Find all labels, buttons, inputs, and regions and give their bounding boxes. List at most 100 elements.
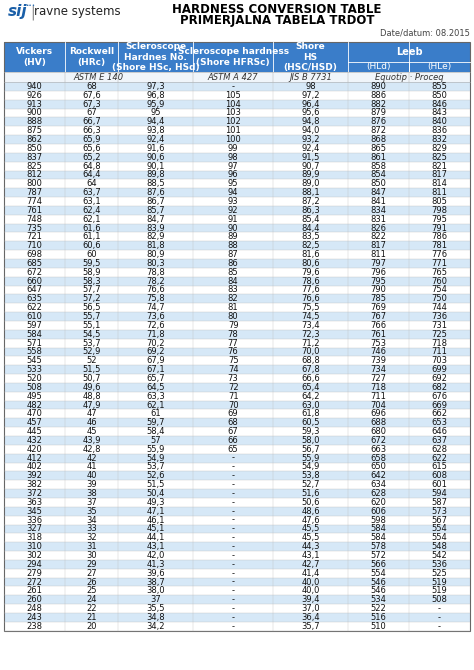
Text: 660: 660 bbox=[27, 277, 43, 285]
Text: 88,5: 88,5 bbox=[146, 180, 165, 188]
Bar bbox=[65, 604, 118, 613]
Bar bbox=[348, 348, 409, 356]
Bar bbox=[273, 197, 348, 206]
Text: 67,8: 67,8 bbox=[301, 365, 320, 374]
Bar bbox=[118, 507, 193, 516]
Text: 566: 566 bbox=[371, 560, 387, 569]
Text: 44,1: 44,1 bbox=[146, 533, 165, 542]
Bar bbox=[193, 153, 273, 161]
Bar bbox=[348, 180, 409, 188]
Text: 94,4: 94,4 bbox=[146, 117, 165, 127]
Bar bbox=[193, 542, 273, 551]
Text: 646: 646 bbox=[431, 427, 447, 436]
Text: 841: 841 bbox=[371, 197, 387, 206]
Bar bbox=[4, 250, 65, 259]
Bar bbox=[409, 241, 470, 250]
Text: 75,5: 75,5 bbox=[301, 303, 320, 312]
Bar bbox=[65, 170, 118, 180]
Text: 55,1: 55,1 bbox=[82, 321, 100, 330]
Text: 105: 105 bbox=[225, 90, 241, 100]
Text: 55,9: 55,9 bbox=[146, 445, 165, 454]
Bar bbox=[118, 294, 193, 304]
Text: 54,9: 54,9 bbox=[146, 454, 165, 462]
Bar bbox=[193, 312, 273, 321]
Bar bbox=[273, 409, 348, 418]
Text: 42: 42 bbox=[86, 454, 97, 462]
Bar bbox=[118, 613, 193, 622]
Bar bbox=[193, 374, 273, 383]
Bar bbox=[4, 215, 65, 224]
Text: 45,1: 45,1 bbox=[146, 525, 165, 533]
Text: 796: 796 bbox=[371, 268, 387, 277]
Text: 68: 68 bbox=[228, 418, 238, 427]
Bar bbox=[193, 525, 273, 533]
Bar bbox=[409, 135, 470, 144]
Text: 87,6: 87,6 bbox=[146, 188, 165, 197]
Text: 65,6: 65,6 bbox=[82, 144, 101, 153]
Text: 57,7: 57,7 bbox=[82, 285, 101, 295]
Bar bbox=[193, 42, 273, 72]
Text: 52: 52 bbox=[86, 356, 97, 365]
Text: -: - bbox=[232, 542, 235, 551]
Bar bbox=[348, 241, 409, 250]
Text: |: | bbox=[30, 5, 35, 19]
Bar bbox=[348, 507, 409, 516]
Bar bbox=[348, 135, 409, 144]
Text: 862: 862 bbox=[27, 135, 43, 144]
Text: 48,6: 48,6 bbox=[301, 507, 320, 516]
Bar bbox=[65, 392, 118, 401]
Text: 363: 363 bbox=[27, 498, 43, 507]
Text: 22: 22 bbox=[86, 604, 97, 613]
Bar bbox=[409, 232, 470, 241]
Text: 78,6: 78,6 bbox=[301, 277, 320, 285]
Text: 75: 75 bbox=[228, 356, 238, 365]
Bar bbox=[273, 294, 348, 304]
Text: 765: 765 bbox=[431, 268, 447, 277]
Text: 94: 94 bbox=[228, 188, 238, 197]
Text: 734: 734 bbox=[371, 365, 387, 374]
Text: 761: 761 bbox=[27, 206, 43, 215]
Bar bbox=[273, 82, 348, 91]
Text: 510: 510 bbox=[371, 622, 387, 630]
Bar bbox=[193, 161, 273, 170]
Text: 96,4: 96,4 bbox=[301, 100, 320, 109]
Text: 103: 103 bbox=[225, 109, 241, 117]
Bar bbox=[65, 472, 118, 480]
Text: 71: 71 bbox=[228, 392, 238, 401]
Bar bbox=[65, 304, 118, 312]
Bar bbox=[65, 82, 118, 91]
Bar bbox=[193, 285, 273, 294]
Text: 59,3: 59,3 bbox=[301, 427, 320, 436]
Bar bbox=[65, 560, 118, 569]
Bar bbox=[348, 294, 409, 304]
Bar bbox=[348, 232, 409, 241]
Text: 850: 850 bbox=[371, 180, 387, 188]
Bar bbox=[348, 533, 409, 542]
Bar bbox=[273, 232, 348, 241]
Text: -: - bbox=[232, 462, 235, 472]
Text: -: - bbox=[232, 586, 235, 596]
Text: 49,6: 49,6 bbox=[82, 383, 100, 392]
Bar bbox=[4, 480, 65, 489]
Text: 74,7: 74,7 bbox=[146, 303, 165, 312]
Bar bbox=[409, 170, 470, 180]
Bar bbox=[348, 206, 409, 215]
Text: 854: 854 bbox=[371, 170, 387, 180]
Bar bbox=[348, 259, 409, 268]
Bar bbox=[4, 224, 65, 232]
Text: 84,7: 84,7 bbox=[146, 214, 165, 224]
Text: 41,4: 41,4 bbox=[301, 569, 320, 578]
Bar bbox=[273, 498, 348, 507]
Bar bbox=[193, 321, 273, 330]
Bar bbox=[118, 622, 193, 630]
Bar bbox=[193, 117, 273, 126]
Bar bbox=[4, 622, 65, 630]
Text: 77: 77 bbox=[228, 338, 238, 348]
Bar bbox=[409, 268, 470, 277]
Text: 882: 882 bbox=[371, 100, 387, 109]
Text: 57,2: 57,2 bbox=[82, 294, 100, 304]
Bar bbox=[348, 321, 409, 330]
Bar bbox=[348, 338, 409, 348]
Bar bbox=[65, 241, 118, 250]
Bar bbox=[118, 596, 193, 604]
